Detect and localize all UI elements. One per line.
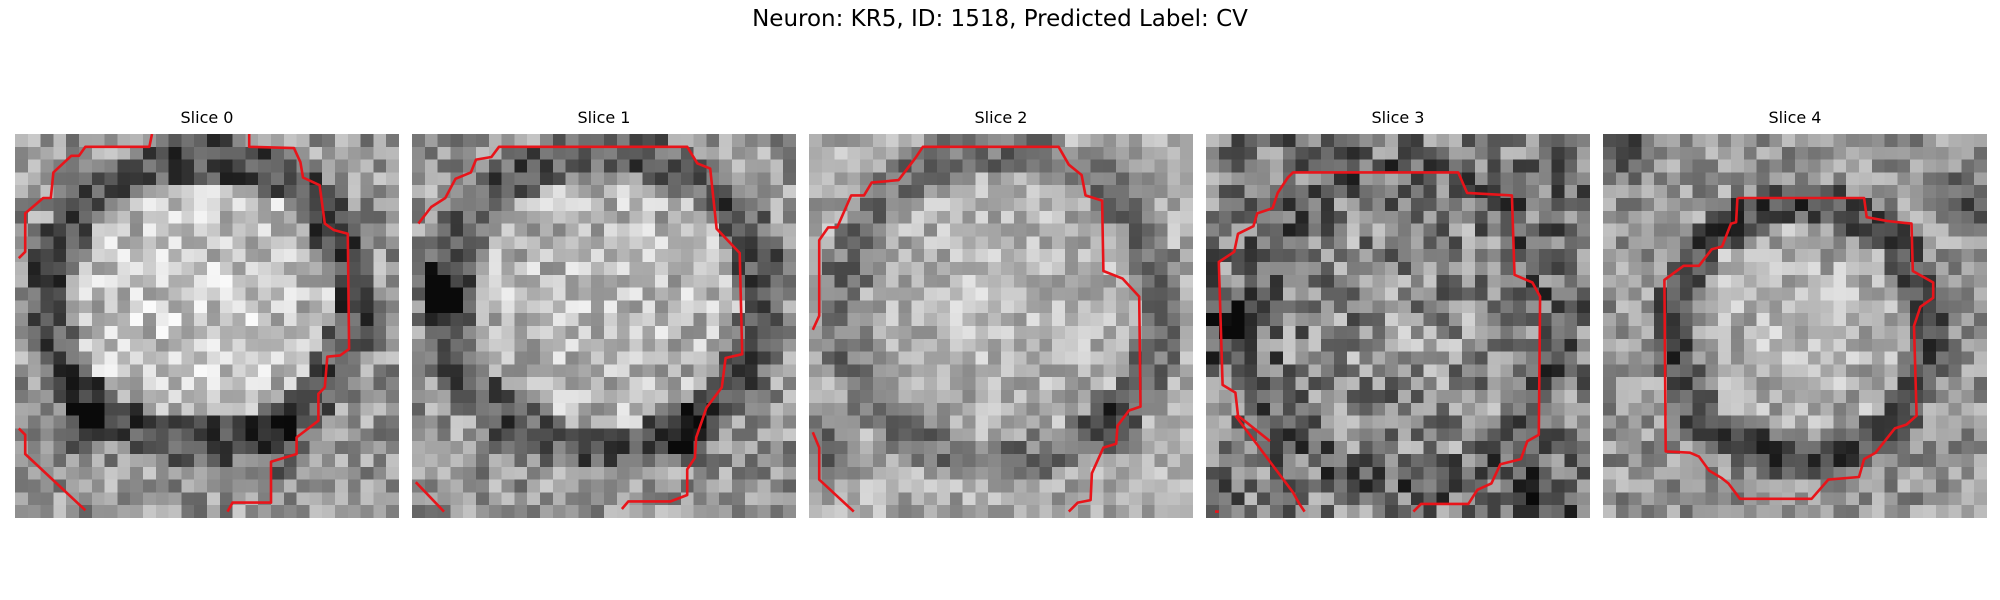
figure-title: Neuron: KR5, ID: 1518, Predicted Label: … — [752, 6, 1248, 32]
slice-image-4 — [1603, 134, 1987, 518]
segmentation-contour — [811, 145, 1142, 513]
segmentation-contour — [417, 145, 744, 510]
segmentation-contour — [1663, 196, 1935, 501]
slice-image-3 — [1206, 134, 1590, 518]
slice-title-0: Slice 0 — [180, 108, 234, 127]
segmentation-contour — [226, 134, 351, 513]
micrograph-pixels — [809, 134, 1193, 518]
micrograph-pixels — [412, 134, 796, 518]
slice-title-1: Slice 1 — [577, 108, 631, 127]
micrograph-pixels — [1206, 134, 1590, 518]
segmentation-contour — [1217, 171, 1542, 513]
micrograph-pixels — [15, 134, 399, 518]
segmentation-contour — [17, 427, 87, 512]
segmentation-contour — [17, 134, 154, 260]
slice-image-2 — [809, 134, 1193, 518]
slice-title-2: Slice 2 — [974, 108, 1028, 127]
segmentation-contour — [414, 481, 445, 513]
slice-title-3: Slice 3 — [1371, 108, 1425, 127]
micrograph-pixels — [1603, 134, 1987, 518]
segmentation-contour — [811, 431, 855, 513]
slice-title-4: Slice 4 — [1768, 108, 1822, 127]
segmentation-contour — [1234, 414, 1306, 513]
slice-image-0 — [15, 134, 399, 518]
slice-image-1 — [412, 134, 796, 518]
